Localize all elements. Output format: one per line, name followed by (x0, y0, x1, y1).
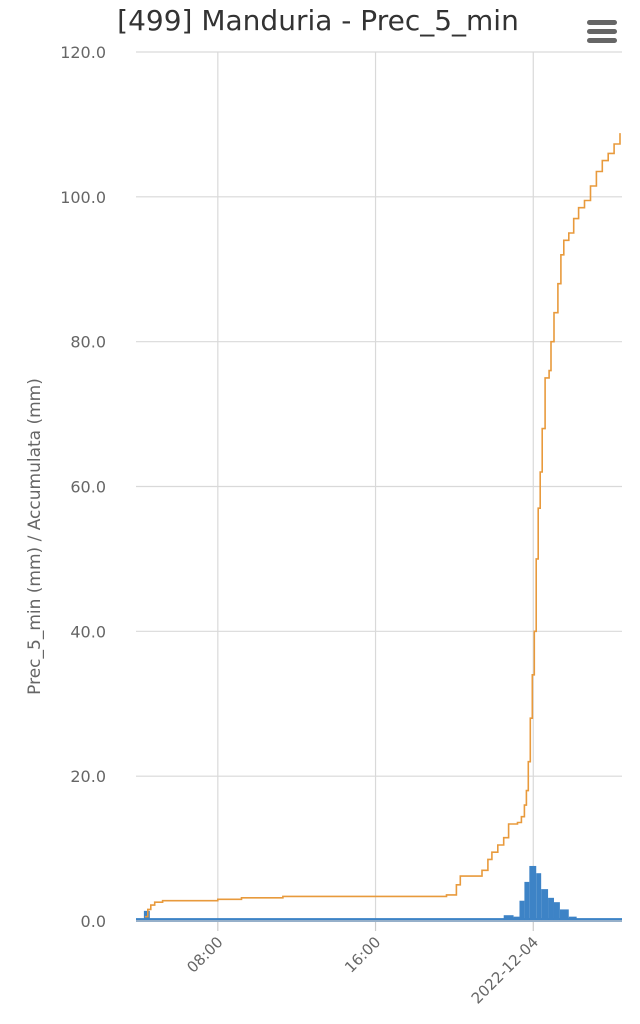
prec-bar (568, 916, 577, 921)
x-tick-label: 2022-12-04 (468, 933, 542, 1007)
y-tick-label: 40.0 (70, 622, 106, 641)
y-tick-label: 80.0 (70, 333, 106, 352)
prec-bar (548, 897, 554, 921)
y-tick-label: 0.0 (81, 912, 106, 931)
prec-bar (524, 881, 530, 921)
y-tick-label: 100.0 (60, 188, 106, 207)
prec-bar (559, 909, 569, 921)
prec-bar (513, 916, 520, 921)
prec-bar (536, 873, 542, 921)
prec-bar (503, 915, 514, 921)
bar-baseline (136, 918, 622, 922)
x-tick-label: 16:00 (341, 933, 384, 976)
y-tick-label: 20.0 (70, 767, 106, 786)
accumulated-line (144, 133, 621, 918)
y-tick-label: 120.0 (60, 43, 106, 62)
prec-bar (553, 902, 560, 921)
x-tick-label: 08:00 (183, 933, 226, 976)
prec-bar (529, 865, 537, 921)
y-tick-label: 60.0 (70, 478, 106, 497)
prec-bar (519, 900, 525, 921)
prec-bar (541, 889, 549, 921)
y-axis-title: Prec_5_min (mm) / Accumulata (mm) (25, 378, 45, 695)
chart-menu-button[interactable] (584, 14, 620, 50)
chart-title: [499] Manduria - Prec_5_min (117, 4, 519, 37)
